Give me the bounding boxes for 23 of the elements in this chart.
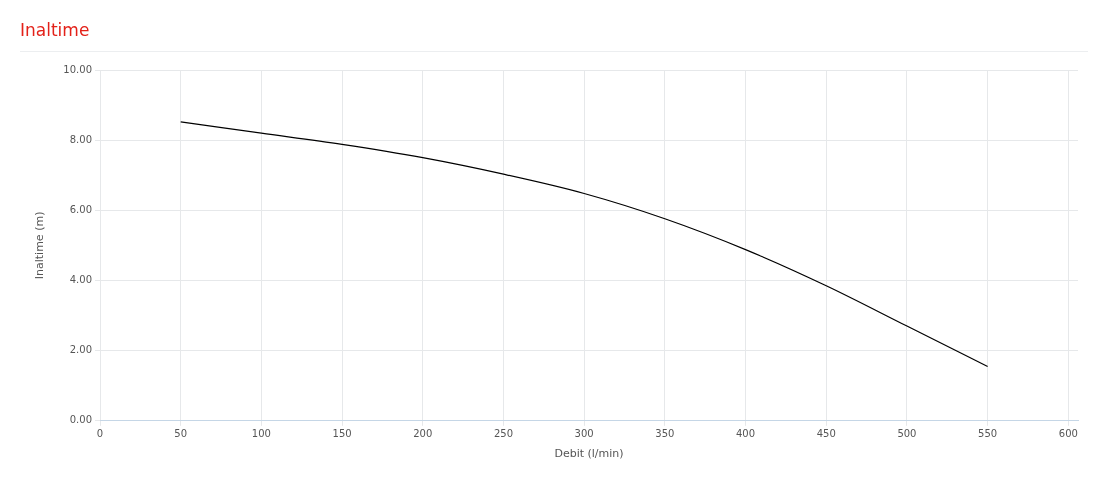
y-tick-label: 10.00 — [63, 63, 92, 75]
y-tick-label: 8.00 — [69, 133, 92, 145]
x-tick-label: 150 — [332, 428, 352, 440]
x-tick-label: 400 — [736, 428, 756, 440]
y-axis-title: Inaltime (m) — [33, 211, 47, 280]
y-tick-label: 4.00 — [69, 274, 92, 286]
x-tick-label: 350 — [655, 428, 675, 440]
line-series — [180, 121, 989, 368]
y-tick-label: 2.00 — [69, 344, 92, 356]
x-tick-label: 50 — [174, 428, 188, 440]
x-axis-title: Debit (l/min) — [554, 447, 624, 461]
y-tick-label: 6.00 — [69, 203, 92, 215]
x-tick-label: 0 — [96, 428, 104, 440]
x-tick-label: 500 — [897, 428, 917, 440]
chart-title: Inaltime — [20, 20, 90, 40]
x-tick-label: 600 — [1058, 428, 1078, 440]
y-tick-label: 0.00 — [69, 414, 92, 426]
x-tick-label: 100 — [251, 428, 271, 440]
x-tick-label: 200 — [413, 428, 433, 440]
x-tick-label: 550 — [978, 428, 998, 440]
x-tick-label: 300 — [574, 428, 594, 440]
x-tick-label: 250 — [493, 428, 514, 440]
x-tick-label: 450 — [816, 428, 836, 440]
